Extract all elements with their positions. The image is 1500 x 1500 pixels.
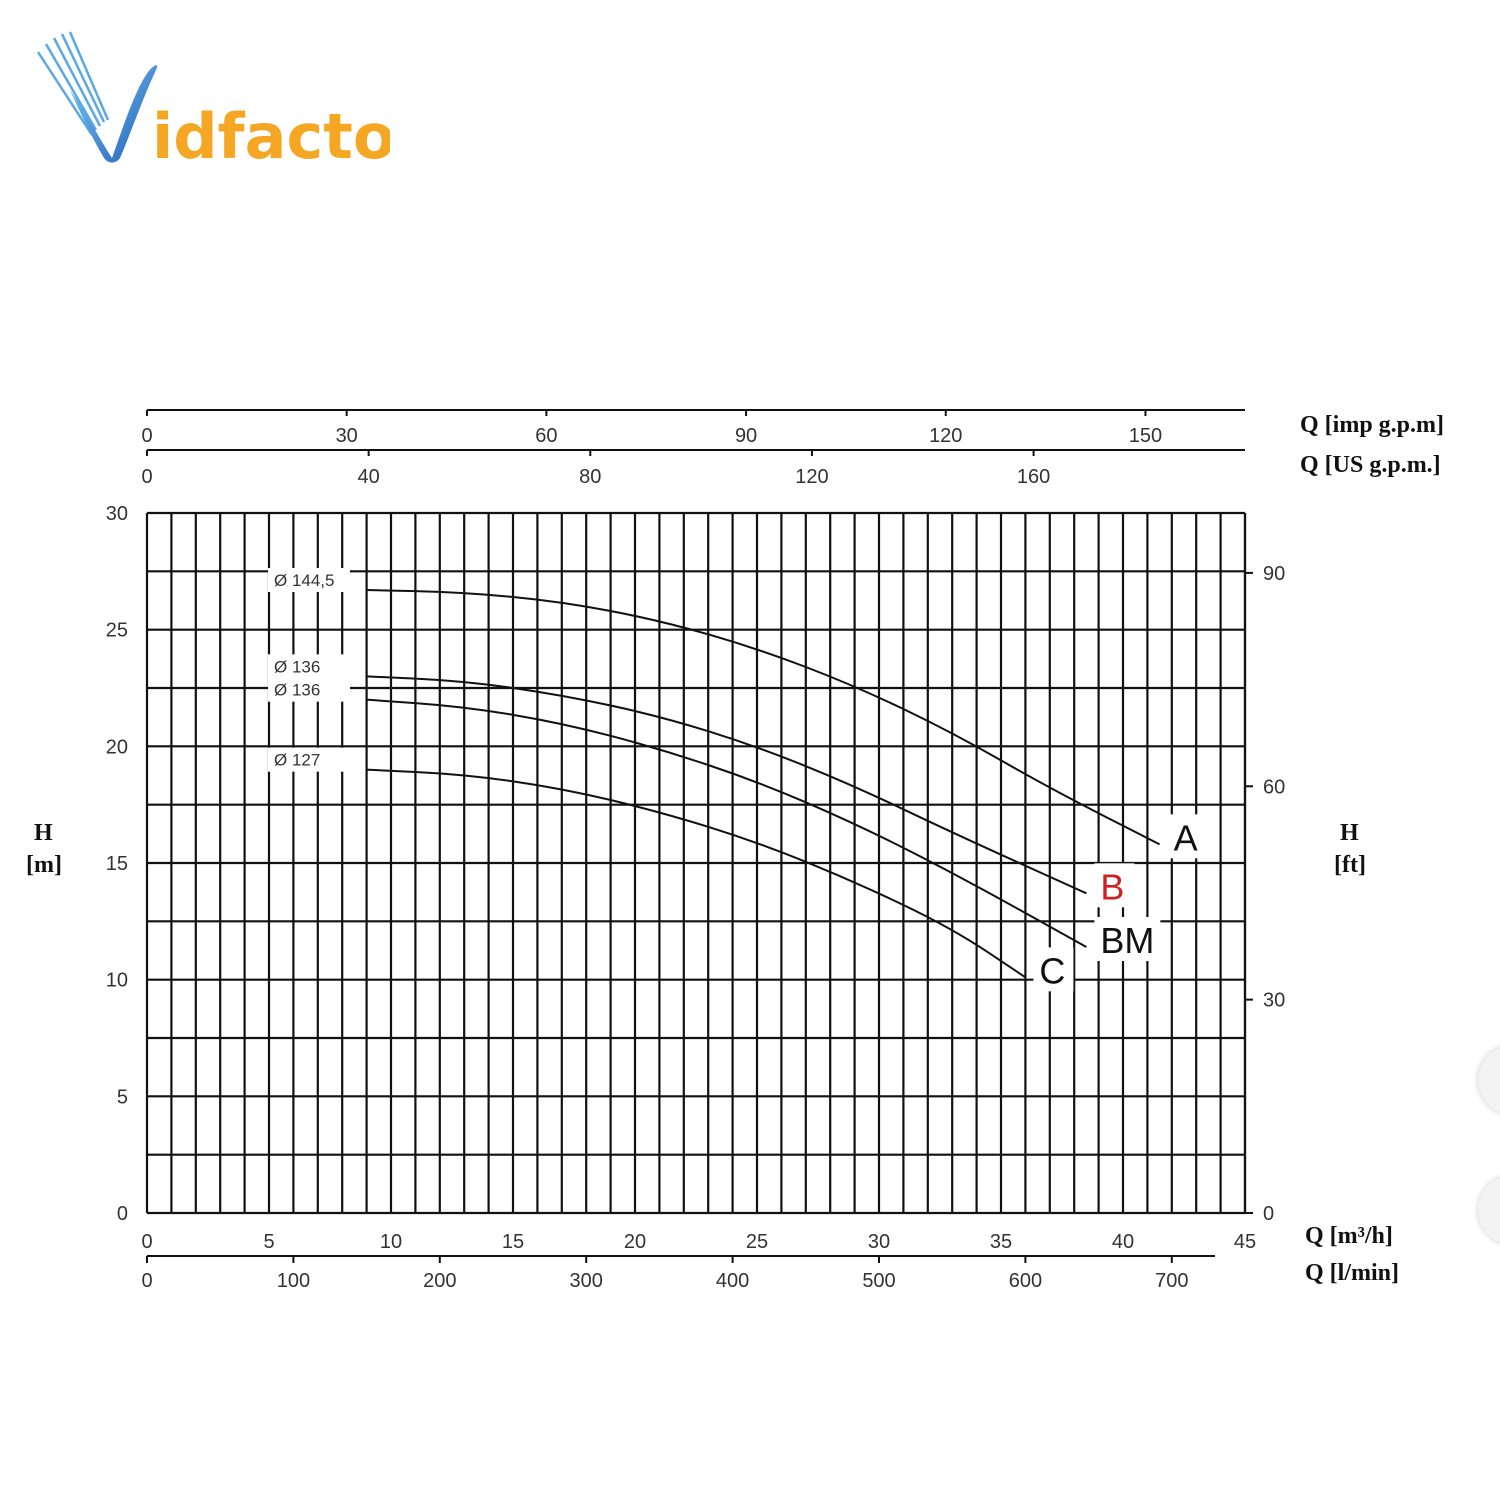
x-bottom-tick-label: 10 <box>380 1231 402 1253</box>
y-right-tick-label: 0 <box>1263 1203 1274 1225</box>
curve-end-label-bm: BM <box>1100 920 1154 961</box>
y-axis-left-ticks: 0 5 10 15 20 25 30 <box>106 503 128 1225</box>
bottom-axes: 0 5 10 15 20 25 30 35 40 45 0 100 200 300 400 500 600 700 <box>141 1231 1256 1292</box>
x-top-tick-label: 150 <box>1129 425 1162 447</box>
diameter-label-c: Ø 127 <box>274 751 320 770</box>
x-top2-tick-label: 0 <box>141 466 152 488</box>
x-bottom2-tick-label: 300 <box>570 1270 603 1292</box>
x-bottom-tick-label: 45 <box>1234 1231 1256 1253</box>
chart-grid <box>145 511 1247 1215</box>
x-bottom2-tick-label: 500 <box>862 1270 895 1292</box>
y-axis-left-label-unit: [m] <box>26 852 62 878</box>
y-axis-right-ticks: 0 30 60 90 <box>1243 513 1285 1225</box>
diameter-label-bg <box>268 747 350 772</box>
y-left-tick-label: 20 <box>106 736 128 758</box>
y-left-tick-label: 0 <box>117 1203 128 1225</box>
x-bottom-tick-label: 30 <box>868 1231 890 1253</box>
performance-curves: Ø 144,5 A Ø 136 B Ø 136 BM Ø 127 C <box>268 568 1208 992</box>
x-bottom2-tick-label: 400 <box>716 1270 749 1292</box>
feather-lines-icon <box>36 31 110 136</box>
x-bottom-tick-label: 40 <box>1112 1231 1134 1253</box>
x-bottom-tick-label: 25 <box>746 1231 768 1253</box>
top-axes: 0 30 60 90 120 150 0 40 80 120 160 <box>141 409 1245 488</box>
x-top2-tick-label: 40 <box>358 466 380 488</box>
x-top2-tick-label: 80 <box>579 466 601 488</box>
y-left-tick-label: 10 <box>106 970 128 992</box>
curve-end-label-b: B <box>1100 866 1124 907</box>
x-top2-tick-label: 120 <box>795 466 828 488</box>
diameter-label-b: Ø 136 <box>274 657 320 676</box>
x-bottom-tick-label: 5 <box>263 1231 274 1253</box>
diameter-label-bg <box>268 568 350 592</box>
decorative-circle <box>1478 1175 1500 1245</box>
y-axis-right-label-h: H <box>1340 820 1359 846</box>
x-top-tick-label: 90 <box>735 425 757 447</box>
x-bottom-tick-label: 15 <box>502 1231 524 1253</box>
curve-bm <box>366 698 1087 948</box>
x-top-tick-label: 120 <box>929 425 962 447</box>
top-axis2-label: Q [US g.p.m.] <box>1300 452 1441 478</box>
x-bottom2-tick-label: 0 <box>141 1270 152 1292</box>
y-axis-left-label-h: H <box>34 820 53 846</box>
y-right-tick-label: 60 <box>1263 776 1285 798</box>
curve-b <box>366 675 1087 895</box>
curve-c <box>366 768 1026 979</box>
diameter-label-a: Ø 144,5 <box>274 571 335 590</box>
y-axis-right-label-unit: [ft] <box>1334 852 1366 878</box>
diameter-label-bm: Ø 136 <box>274 681 320 700</box>
x-top2-tick-label: 160 <box>1017 466 1050 488</box>
bottom-axis2-label: Q [l/min] <box>1305 1260 1399 1286</box>
curve-a <box>366 589 1161 846</box>
y-left-tick-label: 15 <box>106 853 128 875</box>
vidfactor-logo: V idfactor <box>36 31 390 173</box>
y-right-tick-label: 30 <box>1263 990 1285 1012</box>
x-bottom-tick-label: 35 <box>990 1231 1012 1253</box>
curve-end-label-bg <box>1167 814 1208 859</box>
x-bottom2-tick-label: 100 <box>277 1270 310 1292</box>
x-bottom-tick-label: 0 <box>141 1231 152 1253</box>
curve-end-label-bg <box>1033 947 1074 992</box>
curve-end-label-c: C <box>1039 950 1065 991</box>
logo-wordmark: idfactor <box>152 100 390 173</box>
diameter-label-bg <box>268 654 350 679</box>
x-bottom2-tick-label: 200 <box>423 1270 456 1292</box>
x-top-tick-label: 0 <box>141 425 152 447</box>
curve-end-label-bg <box>1094 863 1135 908</box>
x-top-tick-label: 30 <box>336 425 358 447</box>
y-left-tick-label: 25 <box>106 620 128 642</box>
x-bottom2-tick-label: 700 <box>1155 1270 1188 1292</box>
y-left-tick-label: 5 <box>117 1086 128 1108</box>
y-left-tick-label: 30 <box>106 503 128 525</box>
curve-end-label-a: A <box>1174 817 1198 858</box>
bird-v-icon <box>70 65 158 163</box>
curve-end-label-bg <box>1094 917 1161 961</box>
y-right-tick-label: 90 <box>1263 563 1285 585</box>
bottom-axis-label: Q [m³/h] <box>1305 1223 1393 1249</box>
x-bottom2-tick-label: 600 <box>1009 1270 1042 1292</box>
top-axis-label: Q [imp g.p.m] <box>1300 412 1444 438</box>
decorative-circle <box>1478 1045 1500 1115</box>
x-bottom-tick-label: 20 <box>624 1231 646 1253</box>
diameter-label-bg <box>268 677 350 702</box>
x-top-tick-label: 60 <box>535 425 557 447</box>
